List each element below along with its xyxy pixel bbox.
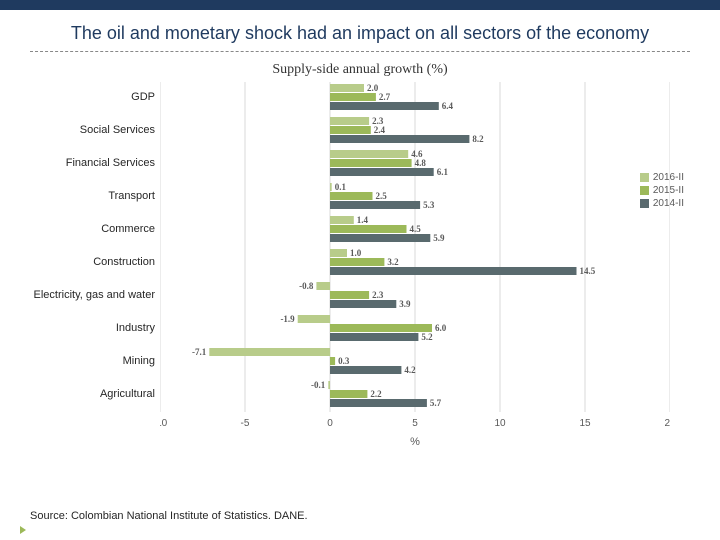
bar <box>330 300 396 308</box>
bar-value-label: 6.4 <box>442 101 454 111</box>
bar <box>330 159 412 167</box>
bar <box>330 84 364 92</box>
bar-value-label: -0.1 <box>311 380 326 390</box>
bar <box>330 357 335 365</box>
svg-text:-5: -5 <box>241 418 250 429</box>
bar <box>330 390 367 398</box>
svg-text:15: 15 <box>579 418 591 429</box>
bar-value-label: 5.7 <box>430 398 442 408</box>
bar <box>330 366 401 374</box>
bar <box>330 225 407 233</box>
bar-value-label: 5.9 <box>433 233 445 243</box>
bar-value-label: 2.5 <box>376 191 388 201</box>
bar <box>330 249 347 257</box>
bar-value-label: 0.1 <box>335 182 347 192</box>
legend-label: 2016-II <box>653 172 684 183</box>
bar-value-label: 1.4 <box>357 215 369 225</box>
bar <box>330 234 430 242</box>
bar <box>330 117 369 125</box>
bar <box>330 324 432 332</box>
bar <box>330 258 384 266</box>
category-label: Social Services <box>30 125 155 136</box>
bar-value-label: 3.2 <box>387 257 399 267</box>
bar-value-label: 6.1 <box>437 167 449 177</box>
legend-swatch-icon <box>640 199 649 208</box>
legend-swatch-icon <box>640 186 649 195</box>
title-divider <box>30 51 690 52</box>
category-label: Mining <box>30 356 155 367</box>
category-label: Agricultural <box>30 389 155 400</box>
category-label: Electricity, gas and water <box>30 290 155 301</box>
bar <box>330 333 418 341</box>
category-label: Commerce <box>30 224 155 235</box>
svg-text:20: 20 <box>664 418 670 429</box>
bar <box>330 102 439 110</box>
bar <box>330 192 373 200</box>
svg-text:-10: -10 <box>160 418 168 429</box>
bar <box>330 201 420 209</box>
x-axis-label: % <box>160 436 670 448</box>
chart-area: -10-5051015202.02.76.42.32.48.24.64.86.1… <box>30 82 690 452</box>
slide-top-bar <box>0 0 720 10</box>
bar <box>328 381 330 389</box>
legend-label: 2014-II <box>653 198 684 209</box>
bar-value-label: -0.8 <box>299 281 314 291</box>
bar-value-label: 2.7 <box>379 92 391 102</box>
bar <box>330 399 427 407</box>
bar <box>330 150 408 158</box>
bar-value-label: 0.3 <box>338 356 350 366</box>
bar-value-label: -7.1 <box>192 347 207 357</box>
legend-label: 2015-II <box>653 185 684 196</box>
legend-swatch-icon <box>640 173 649 182</box>
bar-value-label: 2.2 <box>370 389 382 399</box>
bar-value-label: 4.2 <box>404 365 416 375</box>
category-label: Transport <box>30 191 155 202</box>
bar <box>330 216 354 224</box>
bar <box>316 282 330 290</box>
bar-value-label: 4.5 <box>410 224 422 234</box>
svg-text:5: 5 <box>412 418 418 429</box>
bar <box>330 183 332 191</box>
category-label: Industry <box>30 323 155 334</box>
svg-text:10: 10 <box>494 418 506 429</box>
bar-value-label: 14.5 <box>580 266 596 276</box>
bar <box>330 291 369 299</box>
legend-item: 2015-II <box>640 185 684 196</box>
bar <box>330 93 376 101</box>
bar-value-label: 5.3 <box>423 200 435 210</box>
bar-value-label: 5.2 <box>421 332 433 342</box>
chart-plot: -10-5051015202.02.76.42.32.48.24.64.86.1… <box>160 82 670 422</box>
svg-text:0: 0 <box>327 418 333 429</box>
category-label: GDP <box>30 92 155 103</box>
bar-value-label: 2.4 <box>374 125 386 135</box>
bar-value-label: 2.0 <box>367 83 379 93</box>
bar <box>298 315 330 323</box>
bar-value-label: 4.8 <box>415 158 427 168</box>
category-label: Financial Services <box>30 158 155 169</box>
chart-svg: -10-5051015202.02.76.42.32.48.24.64.86.1… <box>160 82 670 442</box>
chart-subtitle: Supply-side annual growth (%) <box>0 62 720 78</box>
bar-value-label: -1.9 <box>280 314 295 324</box>
legend-item: 2014-II <box>640 198 684 209</box>
bar <box>330 126 371 134</box>
bar <box>209 348 330 356</box>
slide-marker-icon <box>20 526 26 534</box>
bar <box>330 267 577 275</box>
bar-value-label: 3.9 <box>399 299 411 309</box>
category-label: Construction <box>30 257 155 268</box>
slide-title: The oil and monetary shock had an impact… <box>0 10 720 51</box>
source-text: Source: Colombian National Institute of … <box>30 510 308 522</box>
bar <box>330 168 434 176</box>
bar-value-label: 1.0 <box>350 248 362 258</box>
bar-value-label: 8.2 <box>472 134 484 144</box>
bar-value-label: 6.0 <box>435 323 447 333</box>
bar-value-label: 2.3 <box>372 290 384 300</box>
legend-item: 2016-II <box>640 172 684 183</box>
chart-legend: 2016-II 2015-II 2014-II <box>640 170 684 211</box>
bar <box>330 135 469 143</box>
